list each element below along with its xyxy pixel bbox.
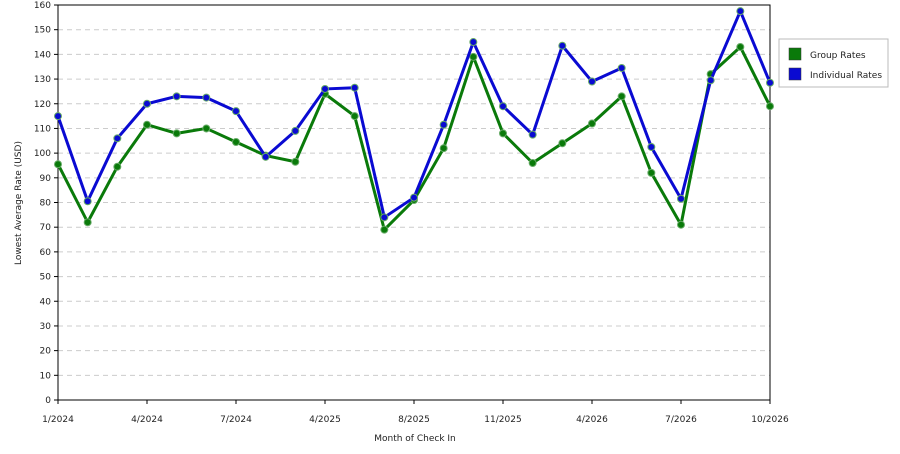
data-point: [469, 38, 478, 47]
data-point: [113, 134, 122, 143]
data-point: [528, 130, 537, 139]
data-point: [558, 139, 567, 148]
y-tick-label: 100: [34, 149, 51, 159]
x-tick-label: 7/2026: [665, 415, 697, 425]
y-tick-label: 20: [40, 347, 52, 357]
x-tick-label: 4/2024: [131, 415, 163, 425]
data-point: [439, 144, 448, 153]
data-point: [380, 213, 389, 222]
data-point: [54, 112, 62, 121]
data-point: [172, 129, 181, 138]
data-point: [499, 102, 507, 111]
data-point: [113, 162, 122, 171]
y-tick-label: 80: [40, 199, 52, 209]
data-point: [350, 112, 359, 121]
y-tick-label: 150: [34, 26, 51, 36]
data-point: [588, 119, 596, 128]
y-tick-label: 70: [40, 223, 52, 233]
data-point: [261, 152, 270, 161]
x-axis-label: Month of Check In: [374, 434, 456, 444]
x-tick-label: 8/2025: [398, 415, 430, 425]
data-point: [291, 126, 300, 135]
y-tick-label: 140: [34, 50, 51, 60]
x-tick-label: 4/2026: [576, 415, 608, 425]
data-point: [647, 168, 656, 177]
data-point: [291, 157, 300, 166]
data-point: [766, 102, 774, 111]
data-point: [588, 77, 596, 86]
data-point: [143, 99, 151, 108]
data-point: [617, 92, 626, 101]
data-point: [766, 78, 774, 87]
data-point: [736, 42, 745, 51]
data-point: [232, 107, 240, 116]
x-tick-label: 11/2025: [484, 415, 521, 425]
data-point: [499, 129, 507, 138]
data-point: [202, 124, 211, 133]
x-tick-label: 7/2024: [220, 415, 252, 425]
y-tick-label: 0: [45, 396, 51, 406]
data-point: [202, 93, 211, 102]
y-tick-label: 110: [34, 124, 51, 134]
legend-label: Individual Rates: [810, 71, 882, 81]
y-axis-label: Lowest Average Rate (USD): [14, 141, 24, 265]
data-point: [83, 218, 92, 227]
data-point: [736, 7, 745, 16]
y-tick-label: 130: [34, 75, 51, 85]
data-point: [172, 92, 181, 101]
data-point: [469, 52, 478, 61]
data-point: [54, 160, 62, 169]
data-point: [143, 120, 151, 129]
x-tick-label: 10/2026: [751, 415, 789, 425]
legend-label: Group Rates: [810, 51, 866, 61]
data-point: [321, 84, 329, 93]
data-point: [232, 138, 240, 147]
y-tick-label: 50: [40, 273, 52, 283]
data-point: [617, 63, 626, 72]
data-point: [647, 142, 656, 151]
legend-swatch: [788, 47, 802, 61]
series-line: [56, 9, 772, 219]
data-point: [439, 120, 448, 129]
data-point: [410, 193, 418, 202]
data-point: [706, 76, 715, 85]
y-tick-label: 40: [40, 297, 52, 307]
x-tick-label: 4/2025: [309, 415, 341, 425]
legend-swatch: [788, 67, 802, 81]
data-point: [380, 225, 389, 234]
y-tick-label: 90: [40, 174, 52, 184]
data-point: [677, 220, 685, 229]
data-point: [350, 83, 359, 92]
y-tick-label: 120: [34, 100, 51, 110]
data-point: [528, 159, 537, 167]
y-tick-label: 60: [40, 248, 52, 258]
y-tick-label: 30: [40, 322, 52, 332]
y-tick-label: 10: [40, 371, 52, 381]
y-tick-label: 160: [34, 1, 51, 11]
x-tick-label: 1/2024: [42, 415, 74, 425]
data-point: [83, 197, 92, 206]
data-point: [677, 194, 685, 203]
data-point: [558, 41, 567, 50]
